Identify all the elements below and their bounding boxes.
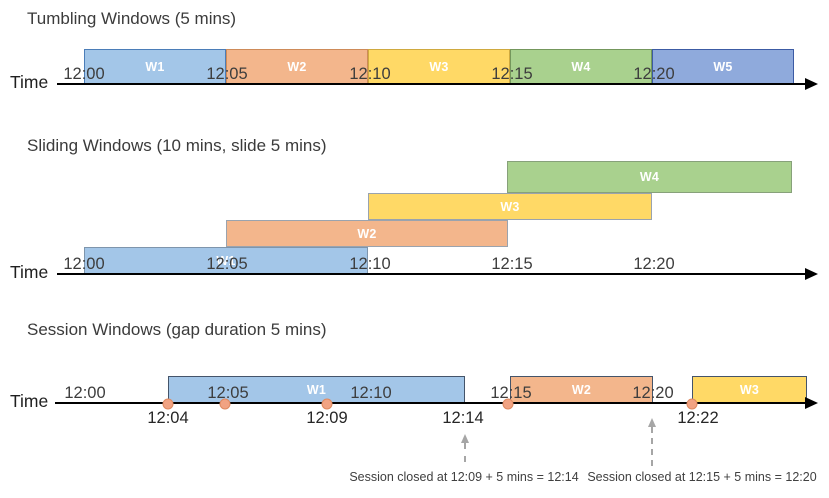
session-window-box-w2: W2 <box>510 376 653 403</box>
session-event-time-label: 12:04 <box>147 409 189 427</box>
session-annotation-text: Session closed at 12:15 + 5 mins = 12:20 <box>587 470 817 484</box>
sliding-window-box-w3: W3 <box>368 193 652 220</box>
tumbling-window-label-w5: W5 <box>713 59 733 74</box>
sliding-tick-label: 12:00 <box>63 255 105 273</box>
tumbling-time-axis-label: Time <box>10 72 49 92</box>
tumbling-time-axis <box>57 83 806 85</box>
tumbling-tick-label: 12:20 <box>633 65 675 83</box>
session-tick-label: 12:20 <box>632 384 674 402</box>
session-tick-label: 12:05 <box>207 384 249 402</box>
tumbling-tick-label: 12:15 <box>491 65 533 83</box>
session-event-dot <box>219 398 231 410</box>
session-event-time-label: 12:09 <box>306 409 348 427</box>
tumbling-axis-arrowhead-icon <box>805 78 818 90</box>
sliding-window-box-w4: W4 <box>507 161 792 193</box>
sliding-window-box-w2: W2 <box>226 220 508 247</box>
tumbling-window-box-w4: W4 <box>510 49 652 84</box>
session-time-axis-label: Time <box>10 391 49 411</box>
tumbling-window-box-w5: W5 <box>652 49 794 84</box>
tumbling-window-label-w4: W4 <box>571 59 591 74</box>
tumbling-window-box-w1: W1 <box>84 49 226 84</box>
session-event-time-label: 12:14 <box>442 409 484 427</box>
session-tick-label: 12:00 <box>64 384 106 402</box>
sliding-time-axis-label: Time <box>10 262 49 282</box>
session-annotation-arrowhead-icon <box>648 418 656 427</box>
sliding-section-title: Sliding Windows (10 mins, slide 5 mins) <box>27 136 327 155</box>
session-tick-label: 12:10 <box>350 384 392 402</box>
tumbling-window-box-w2: W2 <box>226 49 368 84</box>
tumbling-window-label-w2: W2 <box>287 59 307 74</box>
session-window-label-w2: W2 <box>571 382 592 397</box>
tumbling-window-label-w1: W1 <box>145 59 165 74</box>
session-window-box-w1: W1 <box>168 376 465 403</box>
tumbling-tick-label: 12:10 <box>349 65 391 83</box>
sliding-window-label-w1: W1 <box>216 253 236 268</box>
session-tick-label: 12:15 <box>490 384 532 402</box>
session-section-title: Session Windows (gap duration 5 mins) <box>27 320 327 339</box>
session-event-time-label: 12:22 <box>677 409 719 427</box>
sliding-tick-label: 12:05 <box>206 255 248 273</box>
tumbling-section-title: Tumbling Windows (5 mins) <box>27 9 237 28</box>
sliding-tick-label: 12:10 <box>349 255 391 273</box>
tumbling-window-box-w3: W3 <box>368 49 510 84</box>
session-annotation-text: Session closed at 12:09 + 5 mins = 12:14 <box>349 470 579 484</box>
tumbling-tick-label: 12:05 <box>206 65 248 83</box>
session-window-box-w3: W3 <box>692 376 807 403</box>
sliding-time-axis <box>57 273 806 275</box>
sliding-window-label-w2: W2 <box>357 226 377 241</box>
tumbling-tick-label: 12:00 <box>63 65 105 83</box>
session-annotation-arrow-line <box>651 427 653 466</box>
session-annotation-arrow-line <box>464 443 466 462</box>
sliding-window-label-w4: W4 <box>639 170 660 184</box>
session-axis-arrowhead-icon <box>805 397 818 409</box>
session-event-dot <box>162 398 174 410</box>
session-annotation-arrowhead-icon <box>461 434 469 443</box>
session-event-dot <box>502 398 514 410</box>
sliding-window-label-w3: W3 <box>500 199 520 214</box>
session-window-label-w3: W3 <box>739 382 760 397</box>
sliding-tick-label: 12:15 <box>491 255 533 273</box>
sliding-tick-label: 12:20 <box>633 255 675 273</box>
sliding-axis-arrowhead-icon <box>805 268 818 280</box>
tumbling-window-label-w3: W3 <box>429 59 449 74</box>
session-event-dot <box>686 398 698 410</box>
session-event-dot <box>321 398 333 410</box>
session-window-label-w1: W1 <box>306 382 327 397</box>
session-time-axis <box>55 402 806 404</box>
